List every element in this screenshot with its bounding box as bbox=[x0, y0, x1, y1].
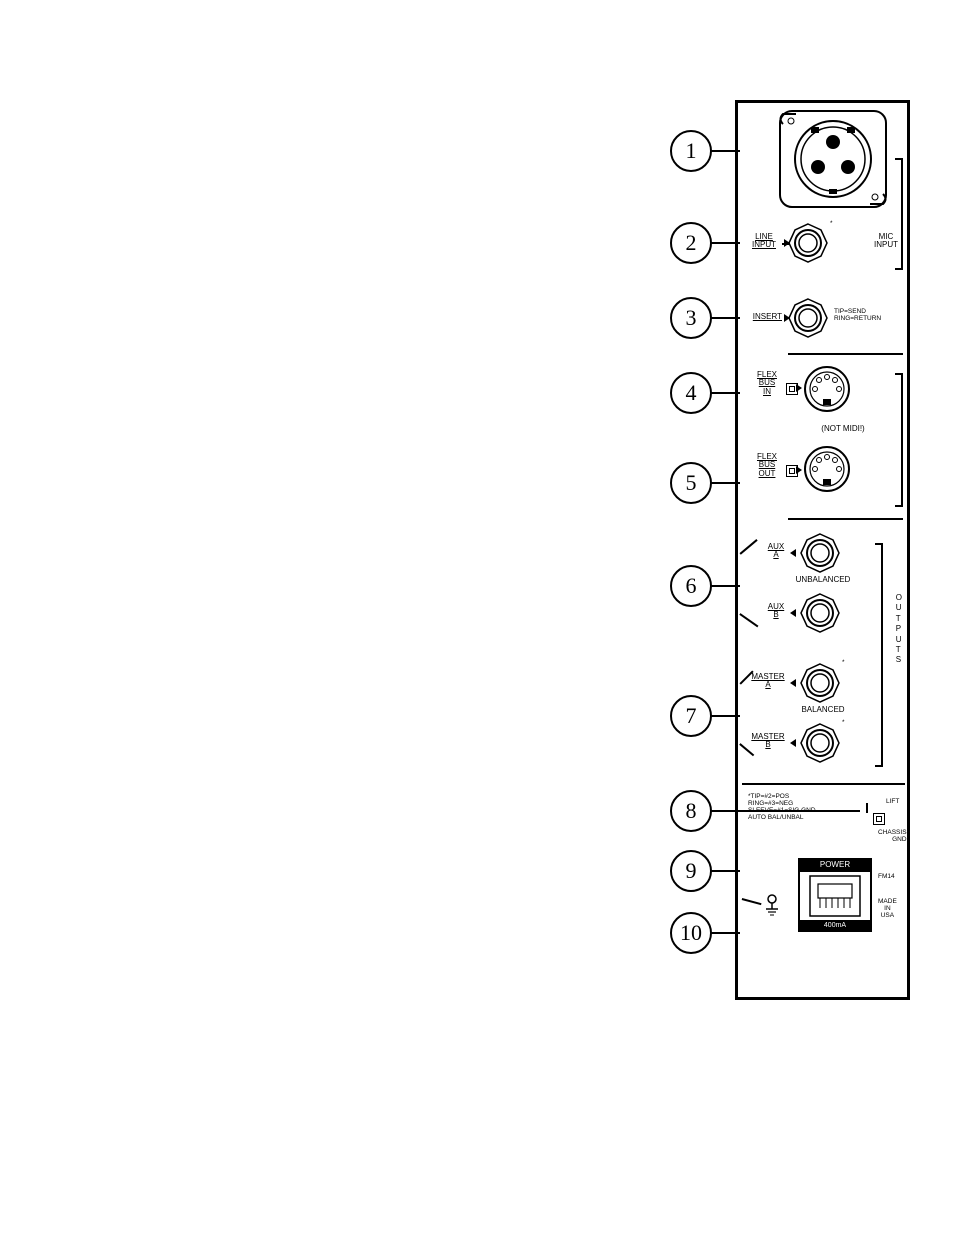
flex-in-label: FLEXBUSIN bbox=[752, 371, 782, 396]
callout-10: 10 bbox=[670, 912, 712, 954]
master-b-label: MASTERB bbox=[748, 733, 788, 750]
chassis-label: CHASSISGND bbox=[878, 829, 907, 843]
outputs-bracket bbox=[875, 543, 883, 767]
callout-5: 5 bbox=[670, 462, 712, 504]
flex-out-arrow bbox=[796, 466, 802, 474]
line-arrowhead bbox=[784, 239, 790, 247]
insert-arrowhead bbox=[784, 314, 790, 322]
model-label: FM14 bbox=[878, 873, 895, 880]
aux-a-jack bbox=[800, 533, 840, 573]
ground-symbol bbox=[763, 893, 781, 917]
callout-6: 6 bbox=[670, 565, 712, 607]
master-b-arrow bbox=[790, 739, 796, 747]
callout-1: 1 bbox=[670, 130, 712, 172]
divider-2 bbox=[788, 518, 903, 520]
flex-out-label: FLEXBUSOUT bbox=[752, 453, 782, 478]
line-input-jack bbox=[788, 223, 828, 263]
aux-a-label: AUXA bbox=[764, 543, 788, 560]
insert-label: INSERT bbox=[746, 313, 782, 321]
lead6b bbox=[740, 613, 759, 627]
callout-8: 8 bbox=[670, 790, 712, 832]
outputs-label: OUTPUTS bbox=[896, 593, 903, 666]
balanced-label: BALANCED bbox=[798, 706, 848, 714]
callout-3: 3 bbox=[670, 297, 712, 339]
unbalanced-label: UNBALANCED bbox=[793, 576, 853, 584]
lead6a bbox=[740, 539, 758, 554]
flex-in-arrow bbox=[796, 384, 802, 392]
aux-b-arrow bbox=[790, 609, 796, 617]
xlr-mic-input bbox=[778, 109, 888, 209]
lead10 bbox=[742, 898, 762, 905]
insert-jack bbox=[788, 298, 828, 338]
lift-label: LIFT bbox=[886, 798, 899, 805]
master-b-jack bbox=[800, 723, 840, 763]
power-jack: POWER 400mA bbox=[798, 858, 872, 932]
line-input-label: LINEINPUT bbox=[746, 233, 782, 250]
callout-2: 2 bbox=[670, 222, 712, 264]
made-label: MADEINUSA bbox=[878, 898, 897, 919]
divider-1 bbox=[788, 353, 903, 355]
aux-b-label: AUXB bbox=[764, 603, 788, 620]
flex-bus-out bbox=[803, 445, 851, 493]
lift-line bbox=[866, 803, 868, 813]
power-label: POWER bbox=[800, 858, 870, 872]
master-a-label: MASTERA bbox=[748, 673, 788, 690]
rear-panel: LINEINPUT MICINPUT * INSERT TIP=SENDRING… bbox=[735, 100, 910, 1000]
tip-note: *TIP=#2=POSRING=#3=NEGSLEEVE=#1=SIG GNDA… bbox=[748, 793, 858, 822]
callout-4: 4 bbox=[670, 372, 712, 414]
divider-3 bbox=[742, 783, 905, 785]
insert-note: TIP=SENDRING=RETURN bbox=[834, 308, 904, 322]
mic-input-label: MICINPUT bbox=[868, 233, 904, 250]
master-a-arrow bbox=[790, 679, 796, 687]
flex-bracket bbox=[895, 373, 903, 507]
callout-9: 9 bbox=[670, 850, 712, 892]
not-midi-label: (NOT MIDI!) bbox=[813, 425, 873, 433]
lift-switch bbox=[873, 813, 885, 825]
master-a-jack bbox=[800, 663, 840, 703]
aux-b-jack bbox=[800, 593, 840, 633]
mic-bracket bbox=[895, 158, 903, 270]
aux-a-arrow bbox=[790, 549, 796, 557]
flex-bus-in bbox=[803, 365, 851, 413]
callout-7: 7 bbox=[670, 695, 712, 737]
amp-label: 400mA bbox=[800, 920, 870, 932]
